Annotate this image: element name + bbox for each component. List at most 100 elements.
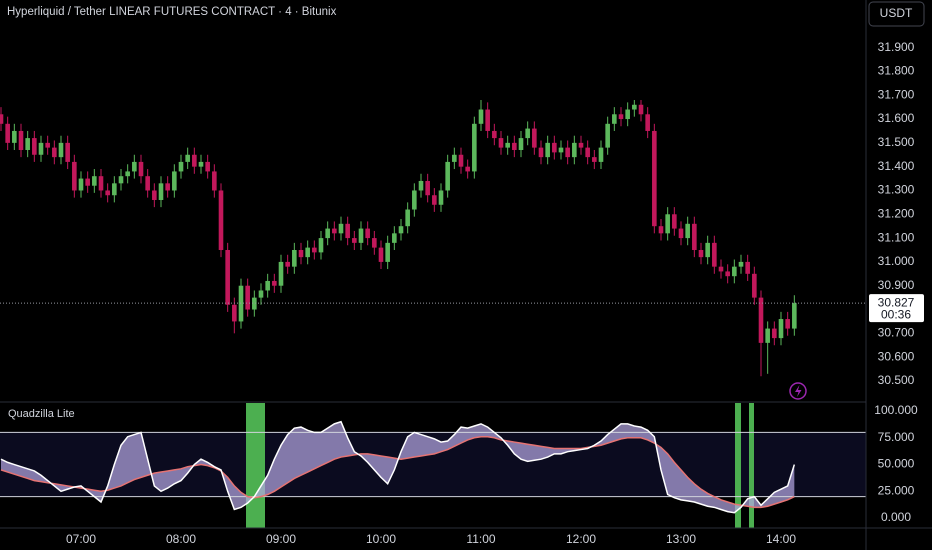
- candle-body: [318, 238, 324, 253]
- x-tick-label: 14:00: [766, 532, 796, 546]
- candle-body: [272, 280, 277, 286]
- candle-body: [525, 128, 530, 139]
- candle-body: [258, 290, 264, 298]
- candle-body: [165, 183, 170, 191]
- candle-body: [185, 154, 190, 162]
- indicator-line: [0, 420, 796, 514]
- candle-body: [365, 228, 370, 239]
- candle-body: [25, 138, 30, 150]
- indicator-title: Quadzilla Lite: [8, 408, 75, 420]
- candle-body: [32, 138, 37, 155]
- candle-body: [578, 142, 584, 148]
- y-tick-label: 30.600: [878, 349, 915, 363]
- candle-body: [152, 190, 157, 200]
- last-price-box: [869, 294, 924, 323]
- candle-body: [698, 250, 704, 258]
- y-tick-label: 100.000: [874, 403, 918, 417]
- y-tick-label: 30.900: [878, 278, 915, 292]
- candle-body: [625, 109, 630, 120]
- candle-body: [285, 261, 290, 267]
- candle-body: [72, 161, 77, 191]
- candle-body: [118, 176, 124, 184]
- candle-body: [325, 228, 330, 239]
- candle-body: [478, 109, 484, 124]
- candle-body: [252, 297, 257, 310]
- x-tick-label: 13:00: [666, 532, 696, 546]
- candle-body: [752, 273, 757, 298]
- candle-body: [532, 128, 537, 148]
- candle-body: [445, 161, 450, 191]
- y-tick-label: 50.000: [878, 457, 915, 471]
- candle-body: [172, 171, 177, 191]
- candle-body: [785, 319, 790, 329]
- candle-body: [438, 190, 444, 205]
- signal-highlight: [246, 403, 265, 528]
- candle-body: [558, 147, 564, 153]
- candle-body: [372, 238, 377, 248]
- x-tick-label: 09:00: [266, 532, 296, 546]
- y-tick-label: 31.100: [878, 230, 915, 244]
- candle-body: [718, 266, 724, 272]
- candle-body: [678, 228, 684, 239]
- candle-body: [598, 147, 604, 162]
- currency-label: USDT: [880, 6, 913, 20]
- y-tick-label: 75.000: [878, 430, 915, 444]
- currency-button[interactable]: [868, 1, 925, 27]
- y-tick-label: 31.900: [878, 40, 915, 54]
- candle-body: [472, 123, 477, 172]
- candle-body: [38, 142, 44, 155]
- candle-body: [298, 250, 304, 258]
- y-tick-label: 31.600: [878, 111, 915, 125]
- candle-body: [425, 180, 430, 196]
- candle-body: [758, 297, 764, 343]
- chart-content: 30.50030.60030.70030.80030.90031.00031.1…: [0, 40, 924, 546]
- x-tick-label: 12:00: [566, 532, 596, 546]
- candle-body: [685, 223, 690, 239]
- candle-body: [418, 180, 424, 191]
- x-tick-label: 08:00: [166, 532, 196, 546]
- x-tick-label: 10:00: [366, 532, 396, 546]
- candle-body: [218, 190, 224, 250]
- candle-body: [458, 154, 464, 167]
- candle-body: [412, 190, 417, 210]
- candle-body: [138, 161, 144, 177]
- candle-body: [98, 176, 104, 191]
- candle-body: [278, 261, 284, 286]
- candle-body: [645, 114, 650, 131]
- candle-body: [738, 261, 744, 267]
- candle-body: [432, 195, 437, 205]
- candle-body: [692, 223, 697, 250]
- candle-body: [105, 190, 110, 196]
- alert-icon[interactable]: [789, 382, 807, 400]
- candle-body: [398, 226, 404, 234]
- candle-body: [745, 261, 750, 274]
- candle-body: [78, 178, 84, 191]
- candle-body: [312, 247, 317, 253]
- candle-body: [0, 114, 4, 124]
- candle-body: [565, 147, 570, 158]
- candle-body: [352, 238, 357, 243]
- candle-body: [225, 250, 230, 305]
- y-tick-label: 31.500: [878, 135, 915, 149]
- candle-body: [65, 142, 70, 162]
- y-tick-label: 31.400: [878, 159, 915, 173]
- candle-body: [632, 104, 637, 110]
- candle-body: [358, 228, 364, 243]
- candle-body: [765, 328, 770, 343]
- candle-body: [545, 142, 550, 158]
- candle-body: [792, 303, 797, 329]
- candle-body: [518, 138, 524, 150]
- candle-body: [652, 130, 657, 227]
- candle-body: [592, 157, 597, 162]
- candle-body: [665, 214, 670, 234]
- candle-body: [512, 142, 517, 150]
- countdown-label: 00:36: [881, 307, 911, 321]
- y-tick-label: 31.200: [878, 206, 915, 220]
- candle-body: [305, 247, 310, 258]
- candle-body: [292, 250, 297, 267]
- candle-body: [18, 130, 24, 150]
- candle-body: [12, 130, 17, 143]
- candle-body: [392, 233, 397, 243]
- candle-body: [192, 154, 197, 167]
